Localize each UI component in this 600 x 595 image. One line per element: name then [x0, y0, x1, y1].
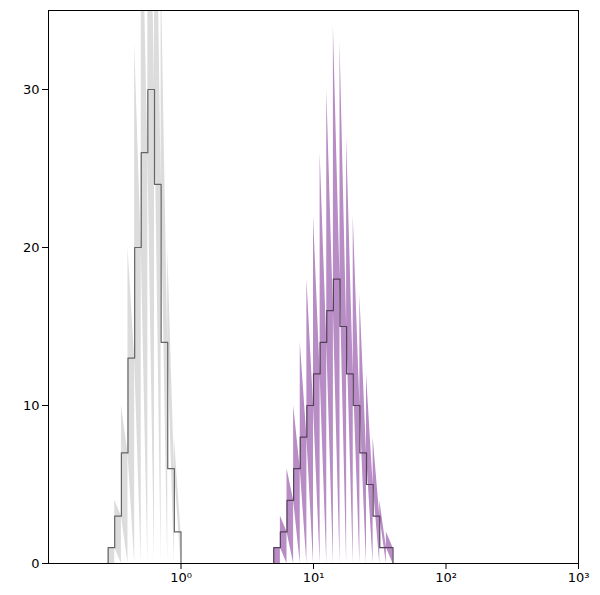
svg-text:10²: 10²: [435, 570, 457, 585]
svg-text:10³: 10³: [568, 570, 590, 585]
svg-text:10¹: 10¹: [303, 570, 325, 585]
svg-text:10⁰: 10⁰: [170, 570, 192, 585]
svg-text:30: 30: [23, 82, 40, 97]
svg-text:20: 20: [23, 240, 40, 255]
svg-text:10: 10: [23, 398, 40, 413]
svg-text:0: 0: [31, 556, 39, 571]
